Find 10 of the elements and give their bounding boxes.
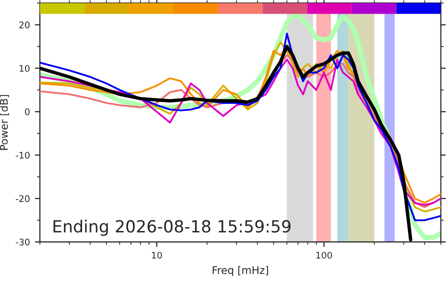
y-tick-label: 20 — [19, 22, 30, 28]
x-tick-label: 100 — [316, 252, 332, 259]
y-tick-label: 10 — [20, 64, 30, 72]
y-axis-title: Power [dB] — [0, 95, 10, 150]
annotation: Ending 2026-08-18 15:59:59 — [54, 220, 290, 236]
y-tick-label: -20 — [16, 195, 30, 202]
y-tick-label: -10 — [16, 152, 30, 159]
x-axis-title: Freq [mHz] — [212, 266, 268, 276]
y-tick-label: 0 — [25, 108, 30, 116]
y-tick-label: -30 — [16, 238, 30, 246]
